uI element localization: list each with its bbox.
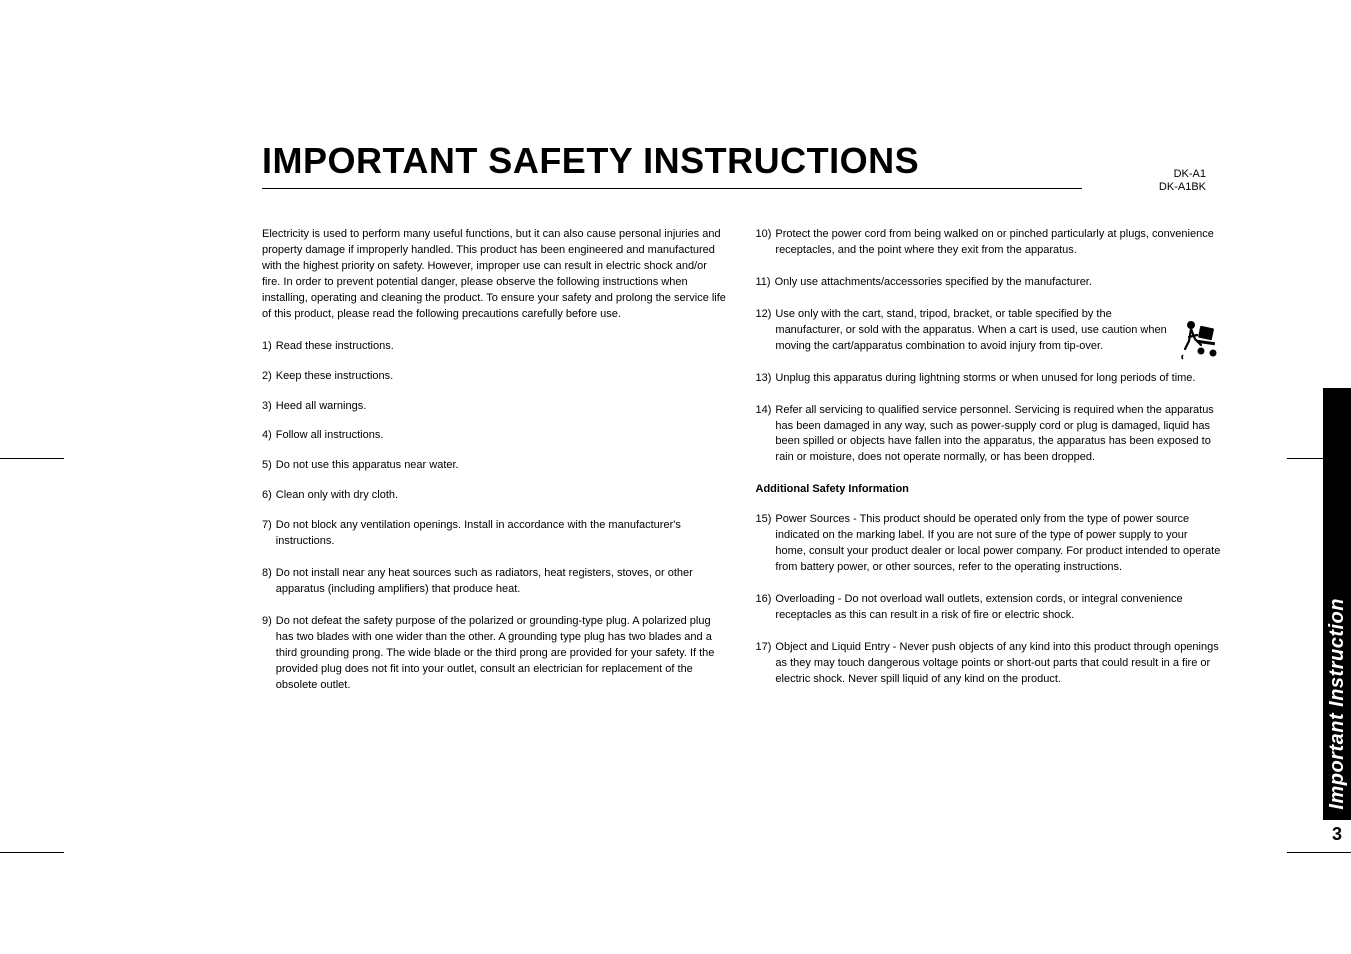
item-number: 6) — [262, 488, 272, 504]
page-number: 3 — [1323, 824, 1351, 845]
item-number: 17) — [756, 640, 772, 688]
instruction-item: 1)Read these instructions. — [262, 339, 728, 355]
item-text: Power Sources - This product should be o… — [775, 512, 1221, 576]
item-text: Use only with the cart, stand, tripod, b… — [775, 307, 1171, 355]
item-number: 14) — [756, 403, 772, 467]
cart-tipover-icon — [1177, 317, 1221, 361]
instruction-item: 10)Protect the power cord from being wal… — [756, 227, 1222, 259]
item-text: Overloading - Do not overload wall outle… — [775, 592, 1221, 624]
instruction-item: 9)Do not defeat the safety purpose of th… — [262, 614, 728, 694]
item-number: 13) — [756, 371, 772, 387]
item-text: Refer all servicing to qualified service… — [775, 403, 1221, 467]
item-number: 3) — [262, 399, 272, 415]
item-number: 8) — [262, 566, 272, 598]
document-page: IMPORTANT SAFETY INSTRUCTIONS DK-A1 DK-A… — [0, 0, 1351, 954]
crop-mark — [1287, 852, 1351, 853]
item-number: 7) — [262, 518, 272, 550]
item-text: Heed all warnings. — [276, 399, 367, 415]
instruction-item: 12)Use only with the cart, stand, tripod… — [756, 307, 1222, 355]
subheading: Additional Safety Information — [756, 482, 1222, 498]
instruction-item: 14)Refer all servicing to qualified serv… — [756, 403, 1222, 467]
item-number: 1) — [262, 339, 272, 355]
item-number: 5) — [262, 458, 272, 474]
instruction-item: 11) Only use attachments/accessories spec… — [756, 275, 1222, 291]
item-number: 2) — [262, 369, 272, 385]
item-number: 4) — [262, 428, 272, 444]
item-text: Unplug this apparatus during lightning s… — [775, 371, 1195, 387]
instruction-item: 5)Do not use this apparatus near water. — [262, 458, 728, 474]
item-text: Read these instructions. — [276, 339, 394, 355]
instruction-item: 13)Unplug this apparatus during lightnin… — [756, 371, 1222, 387]
instruction-item: 8)Do not install near any heat sources s… — [262, 566, 728, 598]
item-number: 12) — [756, 307, 772, 355]
item-text: Clean only with dry cloth. — [276, 488, 398, 504]
right-column: 10)Protect the power cord from being wal… — [756, 227, 1222, 710]
instruction-item: 15)Power Sources - This product should b… — [756, 512, 1222, 576]
item-text: Do not defeat the safety purpose of the … — [276, 614, 728, 694]
item-text: Object and Liquid Entry - Never push obj… — [775, 640, 1221, 688]
item-text: Do not install near any heat sources suc… — [276, 566, 728, 598]
body-columns: Electricity is used to perform many usef… — [262, 227, 1221, 710]
title-rule — [262, 188, 1082, 189]
crop-mark — [0, 458, 64, 459]
item-number: 9) — [262, 614, 272, 694]
item-number: 15) — [756, 512, 772, 576]
instruction-item: 2)Keep these instructions. — [262, 369, 728, 385]
item-number: 16) — [756, 592, 772, 624]
item-text: Only use attachments/accessories specifi… — [775, 275, 1092, 291]
model-code-1: DK-A1 — [1159, 168, 1206, 181]
instruction-item: 17)Object and Liquid Entry - Never push … — [756, 640, 1222, 688]
section-tab-label: Important Instruction — [1326, 598, 1349, 810]
instruction-item: 16)Overloading - Do not overload wall ou… — [756, 592, 1222, 624]
model-codes: DK-A1 DK-A1BK — [1159, 168, 1206, 194]
item-number: 11) — [756, 275, 771, 291]
page-title: IMPORTANT SAFETY INSTRUCTIONS — [262, 140, 1221, 182]
instruction-item: 3)Heed all warnings. — [262, 399, 728, 415]
item-number: 10) — [756, 227, 772, 259]
item-text: Follow all instructions. — [276, 428, 384, 444]
instruction-item: 6)Clean only with dry cloth. — [262, 488, 728, 504]
item-text: Do not block any ventilation openings. I… — [276, 518, 728, 550]
section-tab: Important Instruction — [1323, 388, 1351, 820]
instruction-item: 4)Follow all instructions. — [262, 428, 728, 444]
model-code-2: DK-A1BK — [1159, 181, 1206, 194]
crop-mark — [0, 852, 64, 853]
item-text: Keep these instructions. — [276, 369, 393, 385]
left-column: Electricity is used to perform many usef… — [262, 227, 728, 710]
intro-paragraph: Electricity is used to perform many usef… — [262, 227, 728, 323]
item-text: Protect the power cord from being walked… — [775, 227, 1221, 259]
instruction-item: 7)Do not block any ventilation openings.… — [262, 518, 728, 550]
item-text: Do not use this apparatus near water. — [276, 458, 459, 474]
